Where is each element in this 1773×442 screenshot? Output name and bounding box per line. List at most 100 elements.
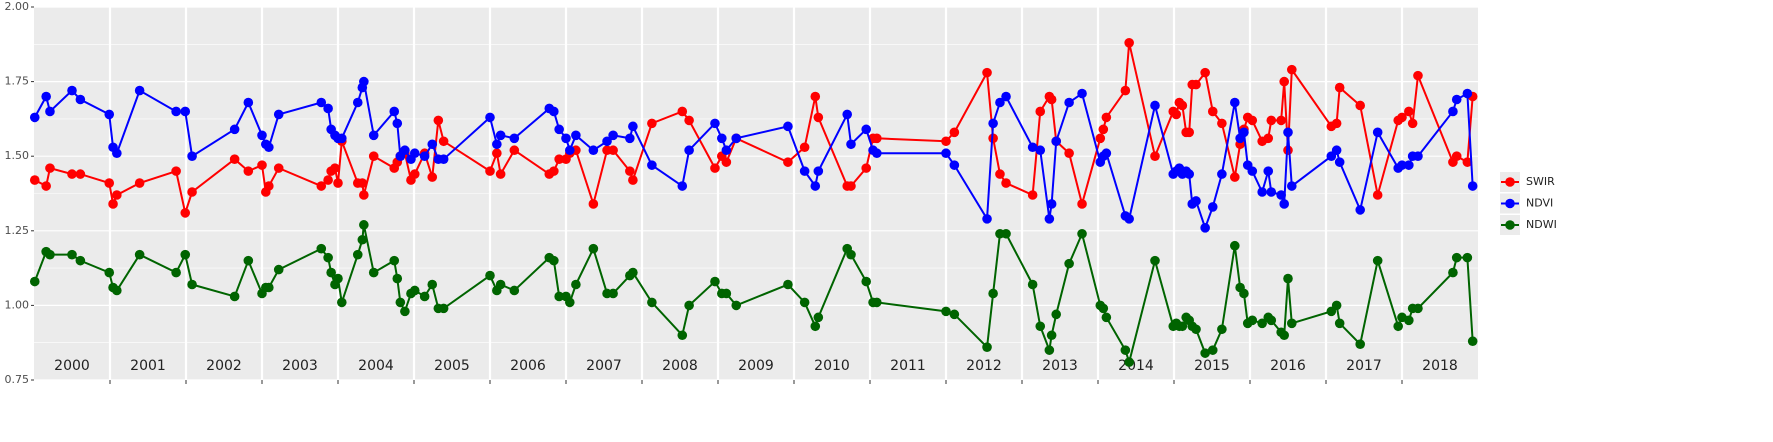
legend-label: SWIR — [1526, 175, 1555, 188]
series-point — [1404, 160, 1414, 170]
series-point — [1331, 118, 1342, 129]
series-point — [628, 267, 638, 278]
year-label: 2018 — [1422, 358, 1458, 374]
series-point — [41, 91, 51, 102]
series-point — [684, 300, 694, 311]
series-point — [810, 91, 821, 102]
series-point — [1027, 190, 1038, 200]
series-point — [588, 145, 599, 156]
series-point — [485, 270, 495, 281]
series-point — [29, 276, 40, 287]
series-point — [1124, 357, 1134, 367]
series-point — [731, 133, 742, 144]
series-point — [1404, 106, 1414, 117]
series-point — [368, 130, 379, 141]
series-point — [554, 154, 564, 164]
series-point — [1247, 166, 1258, 176]
series-point — [1413, 151, 1423, 161]
series-point — [625, 133, 635, 144]
series-point — [549, 106, 559, 117]
year-label: 2001 — [130, 358, 166, 374]
series-point — [509, 145, 520, 156]
series-point — [1355, 339, 1365, 349]
year-label: 2015 — [1194, 358, 1230, 374]
series-point — [872, 148, 882, 159]
series-point — [1263, 133, 1274, 144]
series-point — [264, 282, 274, 293]
series-point — [1098, 124, 1109, 135]
series-point — [1120, 85, 1131, 96]
series-point — [419, 151, 430, 161]
series-point — [273, 163, 284, 173]
series-point — [67, 169, 77, 179]
series-point — [368, 151, 379, 161]
series-point — [1467, 181, 1478, 191]
series-point — [41, 181, 51, 191]
series-point — [359, 220, 369, 230]
series-point — [67, 85, 77, 96]
series-point — [1001, 91, 1011, 102]
series-point — [1448, 106, 1458, 117]
year-label: 2009 — [738, 358, 774, 374]
series-point — [988, 288, 998, 299]
series-point — [1413, 70, 1423, 81]
year-label: 2010 — [814, 358, 850, 374]
series-point — [187, 279, 197, 290]
series-point — [783, 279, 793, 290]
year-label: 2013 — [1042, 358, 1078, 374]
series-point — [229, 291, 240, 302]
series-point — [1247, 315, 1258, 326]
series-point — [1191, 324, 1201, 335]
year-label: 2014 — [1118, 358, 1154, 374]
series-point — [684, 115, 694, 126]
series-point — [495, 130, 506, 141]
series-point — [710, 276, 720, 287]
series-point — [554, 291, 564, 302]
series-point — [813, 112, 824, 123]
series-point — [112, 190, 122, 200]
series-point — [988, 118, 998, 129]
series-point — [941, 148, 951, 159]
series-point — [1150, 151, 1160, 161]
series-point — [1266, 315, 1277, 326]
series-point — [1407, 118, 1418, 129]
series-point — [1372, 190, 1383, 200]
series-point — [1247, 115, 1258, 126]
series-point — [333, 273, 343, 284]
series-point — [29, 112, 40, 123]
series-point — [1077, 88, 1087, 99]
series-point — [1101, 148, 1112, 159]
series-point — [273, 264, 284, 275]
series-point — [392, 118, 403, 129]
year-label: 2006 — [510, 358, 546, 374]
series-point — [783, 157, 793, 167]
series-point — [112, 285, 122, 296]
series-point — [1051, 136, 1061, 147]
series-point — [427, 279, 438, 290]
series-point — [180, 208, 191, 218]
series-point — [1239, 127, 1249, 138]
series-point — [427, 139, 438, 150]
series-point — [326, 267, 336, 278]
series-point — [949, 309, 960, 320]
y-tick-label: 1.50 — [5, 149, 30, 162]
year-label: 2000 — [54, 358, 90, 374]
series-point — [1150, 100, 1160, 111]
series-point — [1230, 240, 1240, 251]
series-point — [229, 154, 240, 164]
series-point — [75, 94, 86, 105]
series-point — [67, 249, 77, 260]
series-point — [799, 166, 810, 176]
series-point — [171, 106, 181, 117]
series-point — [721, 145, 732, 156]
series-point — [1279, 199, 1289, 209]
series-point — [1334, 82, 1345, 93]
series-point — [243, 166, 254, 176]
series-point — [1263, 166, 1274, 176]
series-point — [949, 160, 960, 170]
series-point — [1207, 345, 1218, 355]
series-point — [395, 297, 406, 308]
series-point — [1451, 252, 1462, 263]
series-point — [134, 85, 145, 96]
series-point — [1046, 330, 1057, 341]
